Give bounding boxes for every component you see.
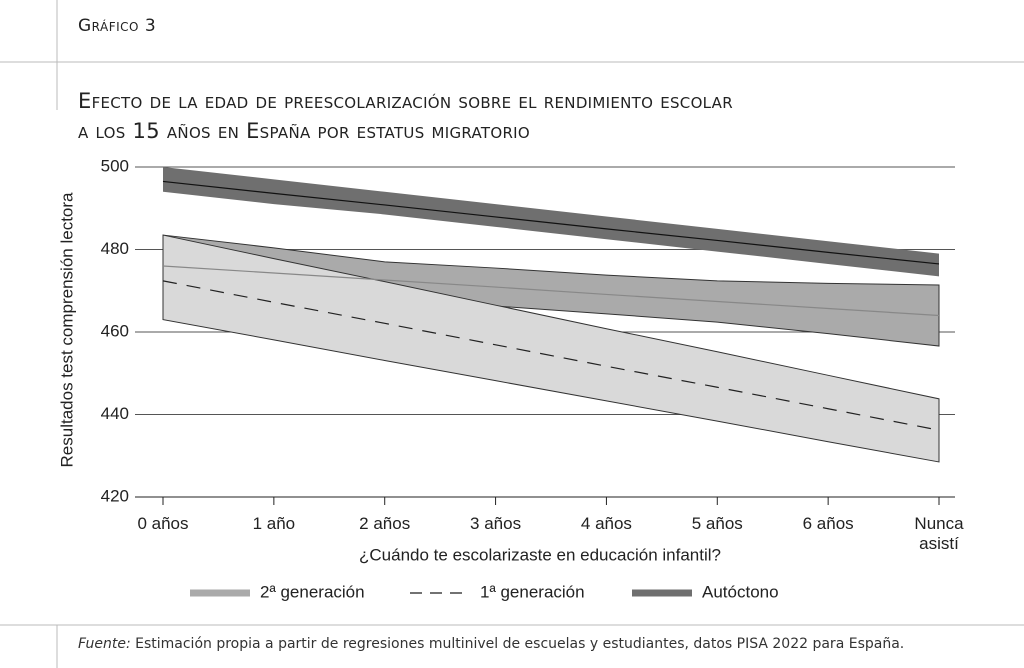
x-tick-label: 6 años (802, 514, 854, 533)
x-tick-label: 5 años (691, 514, 743, 533)
legend-label: Autóctono (702, 582, 779, 601)
source-label: Fuente: (78, 636, 131, 652)
legend-label: 2ª generación (260, 582, 365, 601)
y-tick-label: 500 (101, 156, 129, 175)
series-line (162, 180, 940, 265)
source-text: Estimación propia a partir de regresione… (135, 636, 905, 652)
y-tick-label: 420 (101, 486, 129, 505)
x-tick-label: Nunca asistí (914, 514, 964, 553)
y-tick-label: 460 (101, 321, 129, 340)
series-line (162, 280, 940, 431)
y-axis-label: Resultados test comprensión lectora (57, 192, 76, 468)
x-tick-label: 1 año (252, 514, 296, 533)
confidence-band (162, 234, 940, 463)
x-axis-label: ¿Cuándo te escolarizaste en educación in… (359, 545, 721, 564)
series-line (162, 265, 940, 317)
chart-title: Efecto de la edad de preescolarización s… (78, 86, 733, 146)
title-line: a los 15 años en España por estatus migr… (78, 119, 531, 143)
y-tick-label: 480 (101, 239, 129, 258)
x-tick-label: 3 años (470, 514, 522, 533)
header: Gráfico 3 (78, 16, 157, 36)
x-tick-label: 2 años (359, 514, 411, 533)
title-line: Efecto de la edad de preescolarización s… (78, 89, 733, 113)
confidence-band (163, 167, 939, 277)
source: Fuente: Estimación propia a partir de re… (78, 636, 904, 652)
x-tick-label: 4 años (580, 514, 632, 533)
x-tick-label: 0 años (137, 514, 189, 533)
y-tick-label: 440 (101, 404, 129, 423)
legend-label: 1ª generación (480, 582, 585, 601)
